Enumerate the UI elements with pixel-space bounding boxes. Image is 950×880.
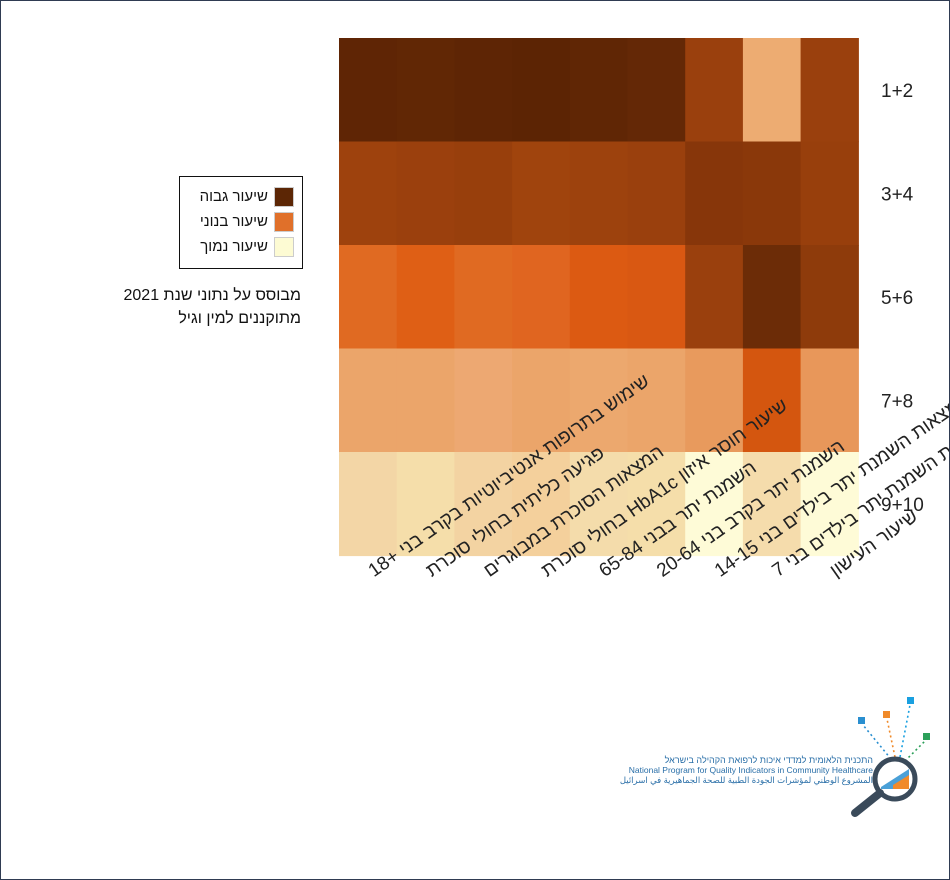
heatmap-cell: [685, 38, 743, 142]
heatmap-cell: [743, 38, 801, 142]
row-label: 3+4: [881, 184, 914, 205]
heatmap-cell: [628, 142, 686, 246]
heatmap-cell: [743, 142, 801, 246]
heatmap-cell: [454, 38, 512, 142]
heatmap-cell: [397, 349, 455, 453]
legend-item-low: שיעור נמוך: [188, 234, 294, 259]
program-logo: התכנית הלאומית למדדי איכות לרפואת הקהילה…: [597, 689, 937, 819]
heatmap-cell: [339, 38, 397, 142]
row-label: 5+6: [881, 288, 913, 309]
heatmap-cell: [801, 349, 859, 453]
heatmap-cell: [801, 142, 859, 246]
legend-swatch-low: [274, 237, 294, 257]
heatmap-cell: [628, 349, 686, 453]
heatmap-cell: [512, 142, 570, 246]
heatmap-cell: [454, 349, 512, 453]
legend-item-medium: שיעור בנוני: [188, 209, 294, 234]
heatmap-cell: [685, 142, 743, 246]
legend-label-high: שיעור גבוה: [200, 188, 268, 205]
heatmap-cell: [512, 245, 570, 349]
logo-arabic: المشروع الوطني لمؤشرات الجودة الطبية للص…: [597, 775, 873, 786]
heatmap-cell: [339, 245, 397, 349]
heatmap-cell: [397, 38, 455, 142]
note-line-1: מבוסס על נתוני שנת 2021: [61, 284, 301, 307]
row-label: 1+2: [881, 81, 913, 102]
heatmap-cell: [685, 245, 743, 349]
legend-item-high: שיעור גבוה: [188, 184, 294, 209]
heatmap-cell: [454, 142, 512, 246]
logo-hebrew: התכנית הלאומית למדדי איכות לרפואת הקהילה…: [597, 755, 873, 765]
heatmap-cell: [743, 245, 801, 349]
magnifier-chart-icon: [597, 689, 937, 819]
row-label: 7+8: [881, 391, 913, 412]
heatmap-cell: [397, 142, 455, 246]
legend-label-medium: שיעור בנוני: [200, 213, 268, 230]
note-line-2: מתוקננים למין וגיל: [61, 307, 301, 330]
heatmap-cell: [454, 245, 512, 349]
heatmap-cell: [397, 245, 455, 349]
heatmap-cell: [628, 245, 686, 349]
legend-label-low: שיעור נמוך: [200, 238, 268, 255]
heatmap-cell: [512, 38, 570, 142]
data-note: מבוסס על נתוני שנת 2021 מתוקננים למין וג…: [61, 284, 301, 330]
heatmap-cell: [570, 38, 628, 142]
legend: שיעור גבוה שיעור בנוני שיעור נמוך: [179, 176, 303, 269]
logo-text: התכנית הלאומית למדדי איכות לרפואת הקהילה…: [597, 755, 873, 786]
heatmap-cell: [628, 38, 686, 142]
heatmap-cell: [339, 452, 397, 556]
heatmap-cell: [801, 38, 859, 142]
heatmap-cell: [570, 245, 628, 349]
logo-english: National Program for Quality Indicators …: [597, 765, 873, 775]
heatmap-cell: [339, 142, 397, 246]
legend-swatch-high: [274, 187, 294, 207]
heatmap-cell: [339, 349, 397, 453]
heatmap-cell: [570, 142, 628, 246]
legend-swatch-medium: [274, 212, 294, 232]
heatmap-cell: [801, 245, 859, 349]
